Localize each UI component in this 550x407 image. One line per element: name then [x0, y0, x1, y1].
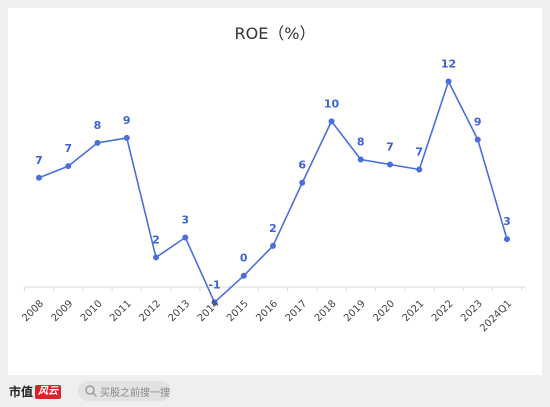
search-icon	[85, 385, 97, 397]
data-label-2009: 7	[64, 142, 72, 155]
data-point-2016	[270, 242, 276, 249]
data-point-2015	[240, 272, 247, 279]
x-tick-label-2013: 2013	[167, 298, 193, 324]
x-tick-label-2014: 2014	[196, 298, 222, 324]
brand-name: 市值	[9, 385, 34, 399]
data-label-2022: 12	[441, 57, 456, 70]
footer-bar: 市值 风云 买股之前搜一搜	[0, 375, 550, 407]
data-label-2010: 8	[94, 119, 102, 132]
data-point-2009	[65, 163, 72, 170]
x-tick-label-2024Q1: 2024Q1	[478, 298, 514, 334]
data-point-2021	[416, 166, 423, 173]
x-tick-label-2020: 2020	[371, 298, 397, 324]
x-tick-label-2011: 2011	[108, 298, 134, 324]
data-label-2023: 9	[474, 116, 482, 129]
data-label-2014: -1	[208, 278, 220, 291]
data-label-2018: 10	[324, 97, 340, 110]
data-point-2012	[153, 254, 159, 261]
brand-mark: 风云	[35, 384, 62, 399]
data-label-2015: 0	[240, 252, 248, 265]
chart-card: ROE（%） 7 7 8 9 2 3 -1 0 2 6 10 8 7 7 12 9 3 2008 2009 2010…	[8, 8, 542, 375]
data-label-2011: 9	[123, 114, 131, 127]
x-tick-label-2023: 2023	[459, 298, 485, 324]
data-point-2020	[387, 161, 393, 168]
data-label-2021: 7	[415, 145, 423, 158]
data-label-2019: 8	[357, 136, 365, 149]
data-point-2014	[211, 299, 218, 306]
data-point-2008	[36, 174, 42, 181]
data-label-2008: 7	[35, 154, 43, 167]
data-label-2017: 6	[298, 159, 306, 172]
x-tick-label-2016: 2016	[254, 298, 280, 324]
data-label-2016: 2	[269, 222, 277, 235]
data-label-2013: 3	[181, 214, 189, 227]
search-box[interactable]: 买股之前搜一搜	[78, 381, 171, 401]
data-label-2024Q1: 3	[503, 215, 511, 228]
x-tick-label-2017: 2017	[284, 298, 310, 324]
data-label-2020: 7	[386, 140, 394, 153]
roe-series-line	[38, 80, 508, 304]
data-point-2010	[94, 139, 101, 146]
x-tick-label-2021: 2021	[401, 298, 427, 324]
data-point-2024Q1	[504, 236, 510, 243]
x-tick-label-2008: 2008	[20, 298, 46, 324]
x-tick-label-2012: 2012	[137, 298, 163, 324]
x-tick-label-2022: 2022	[430, 298, 456, 324]
roe-line-chart: ROE（%） 7 7 8 9 2 3 -1 0 2 6 10 8 7 7 12 9 3 2008 2009 2010…	[20, 24, 526, 334]
x-tick-label-2010: 2010	[79, 298, 105, 324]
search-placeholder: 买股之前搜一搜	[100, 387, 170, 399]
x-tick-label-2018: 2018	[313, 298, 339, 324]
data-point-2017	[299, 179, 306, 186]
data-point-2022	[445, 78, 452, 85]
data-point-2013	[182, 234, 189, 241]
x-tick-label-2019: 2019	[342, 298, 368, 324]
brand-logo: 市值 风云	[9, 383, 62, 400]
chart-title: ROE（%）	[234, 24, 315, 43]
data-point-2018	[328, 118, 335, 125]
data-label-2012: 2	[152, 233, 160, 246]
data-point-2019	[357, 156, 364, 163]
data-point-2011	[123, 134, 130, 141]
data-point-2023	[474, 136, 481, 143]
x-tick-label-2015: 2015	[225, 298, 251, 324]
x-tick-label-2009: 2009	[50, 298, 76, 324]
